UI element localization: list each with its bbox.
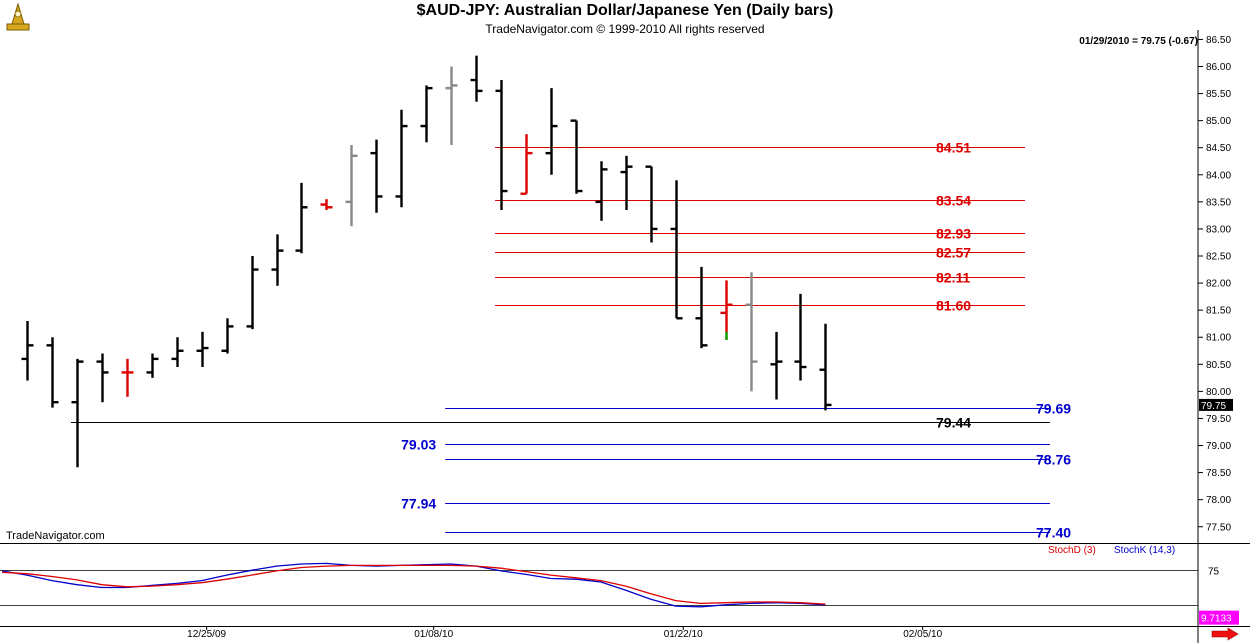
chart-subtitle: TradeNavigator.com © 1999-2010 All right… [485, 22, 765, 36]
price-bar [545, 88, 558, 175]
price-bar [495, 80, 508, 210]
price-bar [819, 323, 832, 411]
price-tick-label: 84.50 [1206, 143, 1231, 154]
level-label: 81.60 [936, 298, 971, 314]
stoch-k-legend: StochK (14,3) [1114, 545, 1176, 556]
level-label: 79.44 [936, 415, 971, 431]
price-bar [595, 161, 608, 221]
price-tick-label: 86.50 [1206, 35, 1231, 46]
price-tick-label: 80.00 [1206, 387, 1231, 398]
level-label: 78.76 [1036, 452, 1071, 468]
last-price-box [1199, 398, 1233, 411]
stoch-level-label: 75 [1208, 567, 1220, 578]
level-label: 79.69 [1036, 401, 1071, 417]
price-bar [21, 320, 34, 381]
level-label: 84.51 [936, 140, 971, 156]
price-tick-label: 80.50 [1206, 360, 1231, 371]
date-tick-label: 02/05/10 [903, 629, 942, 640]
level-label: 83.54 [936, 193, 971, 209]
level-label: 82.11 [936, 270, 970, 286]
price-bar [71, 358, 84, 468]
price-tick-label: 77.50 [1206, 522, 1231, 533]
price-bar [221, 318, 234, 354]
level-label: 82.57 [936, 245, 971, 261]
price-bar [695, 266, 708, 349]
price-tick-label: 86.00 [1206, 62, 1231, 73]
price-tick-label: 81.50 [1206, 306, 1231, 317]
price-tick-label: 83.50 [1206, 197, 1231, 208]
stoch-d-line [2, 564, 826, 605]
price-tick-label: 79.00 [1206, 441, 1231, 452]
price-bar [46, 337, 59, 408]
price-tick-label: 83.00 [1206, 224, 1231, 235]
price-bar [720, 280, 733, 340]
last-price-label: 79.75 [1201, 401, 1226, 412]
level-label: 79.03 [401, 437, 436, 453]
price-tick-label: 84.00 [1206, 170, 1231, 181]
price-bar [770, 331, 783, 400]
price-bar [146, 353, 159, 378]
level-label: 77.40 [1036, 525, 1071, 541]
chart-title: $AUD-JPY: Australian Dollar/Japanese Yen… [416, 2, 834, 19]
price-bar [520, 134, 533, 195]
price-bar [121, 358, 134, 397]
price-tick-label: 78.50 [1206, 468, 1231, 479]
date-tick-label: 01/22/10 [664, 629, 703, 640]
scroll-right-arrow-icon[interactable] [1210, 627, 1240, 641]
price-readout: 01/29/2010 = 79.75 (-0.67) [1079, 36, 1198, 47]
level-label: 77.94 [401, 496, 436, 512]
price-bar [570, 119, 583, 194]
price-tick-label: 82.50 [1206, 252, 1231, 263]
price-tick-label: 82.00 [1206, 279, 1231, 290]
price-tick-label: 81.00 [1206, 333, 1231, 344]
stoch-k-line [1, 562, 826, 608]
price-bar [171, 337, 184, 368]
price-bar [271, 234, 284, 286]
stoch-value-label: 9.7133 [1201, 614, 1232, 625]
stoch-value-box [1199, 610, 1239, 625]
price-tick-label: 85.00 [1206, 116, 1231, 127]
price-bar [620, 155, 633, 210]
price-bar [645, 165, 658, 243]
price-bar [96, 353, 109, 403]
watermark: TradeNavigator.com [6, 530, 105, 542]
level-label: 82.93 [936, 226, 971, 242]
price-bar [395, 109, 408, 208]
price-bar [246, 256, 259, 330]
price-bar [745, 272, 758, 392]
date-tick-label: 12/25/09 [187, 629, 226, 640]
price-bar [370, 139, 383, 213]
price-bar [295, 182, 308, 254]
price-bar [196, 331, 209, 368]
price-bar [320, 199, 333, 210]
price-bar [470, 55, 483, 102]
price-bar [670, 180, 683, 320]
stoch-d-legend: StochD (3) [1048, 545, 1096, 556]
price-bar [445, 66, 458, 146]
price-bar [345, 145, 358, 227]
price-tick-label: 85.50 [1206, 89, 1231, 100]
price-tick-label: 79.50 [1206, 414, 1231, 425]
price-tick-label: 78.00 [1206, 495, 1231, 506]
price-bar [794, 293, 807, 381]
date-tick-label: 01/08/10 [414, 629, 453, 640]
price-bar [420, 85, 433, 143]
